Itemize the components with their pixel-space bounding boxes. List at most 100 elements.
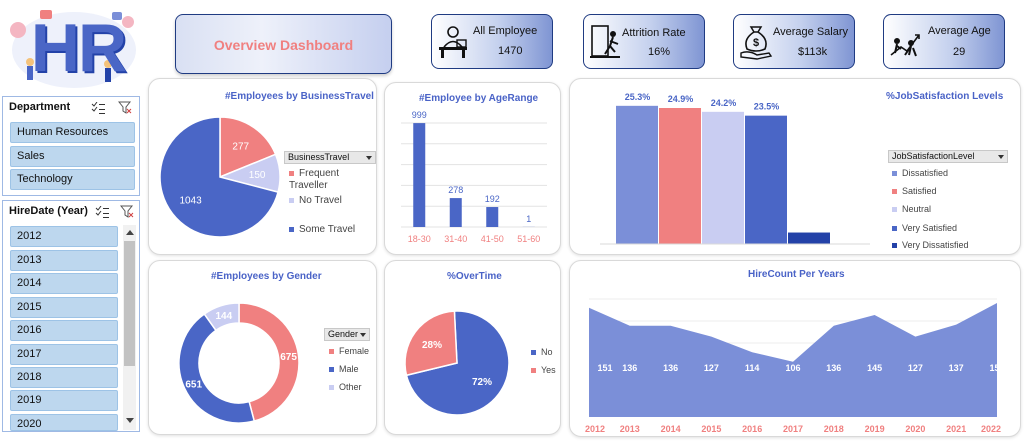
legend-item: Other bbox=[329, 382, 362, 392]
data-label: 277 bbox=[232, 142, 249, 153]
legend-swatch bbox=[892, 189, 897, 195]
tick-label: 2022 bbox=[981, 424, 1001, 434]
kpi-label: All Employee bbox=[473, 25, 538, 37]
legend-item: Female bbox=[329, 346, 369, 356]
legend-label: Very Dissatisfied bbox=[902, 240, 969, 250]
data-label: 24.9% bbox=[668, 94, 694, 104]
tick-label: 2016 bbox=[742, 424, 762, 434]
slicer-item-human-resources[interactable]: Human Resources bbox=[10, 122, 135, 143]
job-satisfaction-bar-chart: 25.3% 24.9% 24.2% 23.5% bbox=[600, 92, 870, 245]
legend-label: Frequent Traveller bbox=[289, 168, 340, 191]
legend-item: Frequent Traveller bbox=[289, 168, 349, 192]
slicer-item-year[interactable]: 2015 bbox=[10, 297, 118, 318]
data-label: 136 bbox=[663, 363, 678, 373]
legend-item: No bbox=[531, 347, 553, 357]
legend-item: Dissatisfied bbox=[892, 168, 948, 178]
data-label: 72% bbox=[472, 377, 492, 388]
slicer-item-year[interactable]: 2013 bbox=[10, 250, 118, 271]
kpi-average-salary: $ Average Salary $113k bbox=[733, 14, 855, 69]
age-range-card: #Employee by AgeRange 999 18-30 278 31-40 19… bbox=[384, 82, 561, 255]
slicer-item-year[interactable]: 2018 bbox=[10, 367, 118, 388]
slicer-item-year[interactable]: 2014 bbox=[10, 273, 118, 294]
kpi-label: Average Age bbox=[928, 25, 991, 37]
data-label: 1043 bbox=[179, 195, 202, 206]
legend-swatch bbox=[531, 368, 536, 374]
data-label: 127 bbox=[908, 363, 923, 373]
legend-swatch bbox=[289, 170, 294, 176]
tick-label: 31-40 bbox=[444, 234, 467, 244]
legend-swatch bbox=[892, 226, 897, 232]
data-label: 136 bbox=[826, 363, 841, 373]
multi-select-icon[interactable] bbox=[95, 206, 109, 218]
legend-filter-dropdown[interactable]: JobSatisfactionLevel bbox=[888, 150, 1008, 163]
data-label: 106 bbox=[785, 363, 800, 373]
slicer-title: HireDate (Year) bbox=[9, 205, 88, 217]
legend-title: BusinessTravel bbox=[288, 152, 350, 162]
data-label: 127 bbox=[704, 363, 719, 373]
legend-filter-dropdown[interactable]: Gender bbox=[324, 328, 370, 341]
bar bbox=[616, 105, 658, 244]
scroll-thumb[interactable] bbox=[124, 241, 135, 366]
data-label: 150 bbox=[249, 170, 266, 181]
tick-label: 2012 bbox=[585, 424, 605, 434]
slicer-scrollbar[interactable] bbox=[123, 225, 136, 430]
clear-filter-icon[interactable] bbox=[120, 205, 134, 218]
tick-label: 2018 bbox=[824, 424, 844, 434]
legend-label: Other bbox=[339, 382, 362, 392]
slicer-item-year[interactable]: 2017 bbox=[10, 344, 118, 365]
tick-label: 2015 bbox=[701, 424, 721, 434]
legend-label: No Travel bbox=[299, 195, 342, 206]
clear-filter-icon[interactable] bbox=[118, 101, 132, 114]
data-label: 1 bbox=[526, 214, 531, 224]
legend-label: Some Travel bbox=[299, 224, 356, 235]
legend-title: JobSatisfactionLevel bbox=[892, 151, 975, 161]
data-label: 23.5% bbox=[754, 102, 780, 112]
bar bbox=[702, 111, 744, 244]
slicer-item-year[interactable]: 2019 bbox=[10, 390, 118, 411]
data-label: 675 bbox=[280, 352, 297, 363]
exit-door-icon bbox=[590, 25, 620, 58]
data-label: 24.2% bbox=[711, 98, 737, 108]
legend-item: Satisfied bbox=[892, 186, 937, 196]
pie-slice bbox=[219, 116, 277, 179]
kpi-value: 1470 bbox=[498, 45, 523, 57]
legend-item: Yes bbox=[531, 365, 556, 375]
legend-filter-dropdown[interactable]: BusinessTravel bbox=[284, 151, 376, 164]
slicer-item-year[interactable]: 2016 bbox=[10, 320, 118, 341]
kpi-label: Average Salary bbox=[773, 26, 849, 38]
tick-label: 51-60 bbox=[517, 234, 540, 244]
bar bbox=[745, 115, 787, 245]
kpi-all-employee: All Employee 1470 bbox=[431, 14, 553, 69]
page-title: Overview Dashboard bbox=[213, 37, 354, 53]
pie-slice bbox=[203, 302, 240, 332]
business-travel-card: #Employees by BusinessTravel 277 150 1043 … bbox=[148, 78, 377, 255]
area-series bbox=[589, 303, 997, 417]
data-label: 278 bbox=[448, 185, 463, 195]
scroll-up-icon[interactable] bbox=[126, 230, 134, 235]
desk-employee-icon bbox=[439, 26, 467, 58]
kpi-average-age: Average Age 29 bbox=[883, 14, 1005, 69]
slicer-item-technology[interactable]: Technology bbox=[10, 169, 135, 190]
legend-swatch bbox=[289, 226, 294, 232]
scroll-down-icon[interactable] bbox=[126, 418, 134, 423]
legend-item: Male bbox=[329, 364, 359, 374]
tick-label: 2017 bbox=[783, 424, 803, 434]
legend-item: Some Travel bbox=[289, 224, 355, 235]
tick-label: 41-50 bbox=[481, 234, 504, 244]
department-slicer: Department Human Resources Sales Technol… bbox=[2, 96, 140, 196]
aging-people-icon bbox=[890, 34, 920, 57]
hiredate-slicer: HireDate (Year) 2012 2013 2014 2015 2016… bbox=[2, 200, 140, 432]
tick-label: 2020 bbox=[905, 424, 925, 434]
pie-slice bbox=[238, 302, 300, 422]
bar bbox=[659, 108, 701, 244]
bar bbox=[486, 207, 499, 227]
slicer-item-sales[interactable]: Sales bbox=[10, 146, 135, 167]
slicer-item-year[interactable]: 2012 bbox=[10, 226, 118, 247]
kpi-value: $113k bbox=[798, 46, 828, 58]
chevron-down-icon bbox=[360, 333, 366, 337]
legend-label: Very Satisfied bbox=[902, 223, 958, 233]
chart-title: %JobSatisfaction Levels bbox=[886, 91, 1004, 102]
slicer-item-year[interactable]: 2020 bbox=[10, 414, 118, 431]
multi-select-icon[interactable] bbox=[91, 102, 105, 114]
dashboard-title-box: Overview Dashboard bbox=[175, 14, 392, 74]
